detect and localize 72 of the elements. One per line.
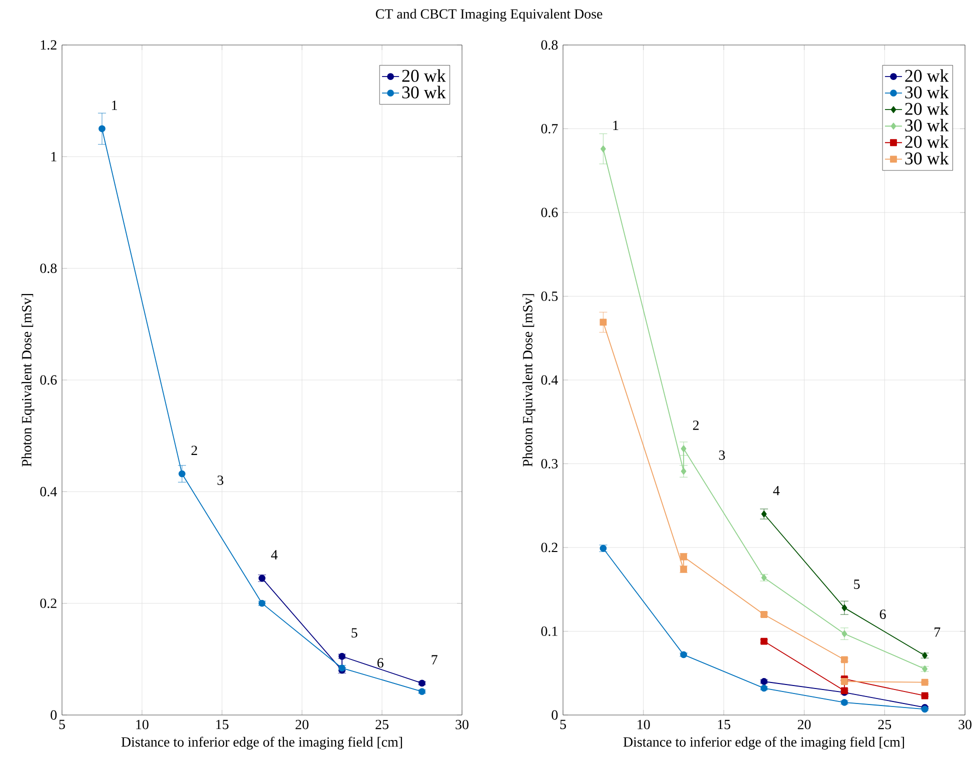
y-tick-label: 0 xyxy=(50,710,57,720)
x-tick-label: 30 xyxy=(958,720,972,730)
annotation: 7 xyxy=(432,655,438,664)
point xyxy=(760,678,768,685)
annotation: 6 xyxy=(880,610,886,619)
annotation: 3 xyxy=(719,450,725,460)
y-tick-label: 0 xyxy=(552,710,558,720)
point xyxy=(921,692,928,700)
annotation: 5 xyxy=(352,628,358,638)
point xyxy=(842,604,848,612)
annotation: 1 xyxy=(112,100,117,110)
x-tick-label: 15 xyxy=(216,720,228,730)
point xyxy=(418,680,426,687)
annotation: 4 xyxy=(271,550,278,560)
legend-label: 20 wk xyxy=(402,69,446,82)
y-tick-label: 0.2 xyxy=(40,598,56,608)
annotation: 1 xyxy=(613,120,618,130)
legend-label: 30 wk xyxy=(402,86,446,98)
y-tick-label: 0.7 xyxy=(541,124,558,134)
y-tick-label: 0.1 xyxy=(541,626,558,636)
y-axis-title: Photon Equivalent Dose [mSv] xyxy=(522,294,536,467)
y-tick-label: 0.4 xyxy=(541,375,558,385)
point xyxy=(178,470,186,478)
point xyxy=(840,698,848,706)
annotation: 5 xyxy=(854,580,860,589)
y-tick-label: 0.4 xyxy=(40,486,57,496)
annotation: 7 xyxy=(934,628,940,637)
legend-label: 30 wk xyxy=(905,118,949,132)
legend-label: 20 wk xyxy=(905,135,949,148)
x-tick-label: 25 xyxy=(376,720,388,730)
annotation: 2 xyxy=(693,420,699,430)
x-tick-label: 25 xyxy=(878,720,892,730)
legend-label: 30 wk xyxy=(905,152,949,164)
point xyxy=(98,125,106,132)
annotation: 4 xyxy=(773,486,780,496)
x-tick-label: 10 xyxy=(638,720,650,730)
y-tick-label: 1 xyxy=(51,152,56,162)
legend-label: 30 wk xyxy=(905,86,949,98)
point xyxy=(680,468,686,475)
x-tick-label: 10 xyxy=(136,720,148,730)
point xyxy=(840,656,848,664)
annotation: 6 xyxy=(377,658,384,668)
y-tick-label: 0.6 xyxy=(541,208,558,218)
annotation: 2 xyxy=(191,446,198,455)
x-tick-label: 5 xyxy=(560,720,566,730)
legend-label: 20 wk xyxy=(905,102,949,115)
point xyxy=(600,318,607,326)
point xyxy=(600,145,606,152)
point xyxy=(921,678,928,686)
x-tick-label: 20 xyxy=(798,720,811,730)
x-axis-title: Distance to inferior edge of the imaging field [cm] xyxy=(623,736,904,750)
point xyxy=(418,688,426,695)
y-tick-label: 0.8 xyxy=(40,264,57,274)
y-axis-title: Photon Equivalent Dose [mSv] xyxy=(22,294,34,467)
y-tick-label: 1.2 xyxy=(40,40,56,50)
legend-label: 20 wk xyxy=(905,69,949,82)
y-tick-label: 0.8 xyxy=(541,40,558,50)
chart-title: CT and CBCT Imaging Equivalent Dose xyxy=(376,8,602,22)
point xyxy=(842,630,848,638)
x-tick-label: 5 xyxy=(59,720,65,730)
point xyxy=(680,445,686,452)
x-tick-label: 20 xyxy=(296,720,308,730)
y-tick-label: 0.5 xyxy=(541,292,558,301)
point xyxy=(760,611,768,618)
x-tick-label: 15 xyxy=(718,720,730,730)
x-axis-title: Distance to inferior edge of the imaging field [cm] xyxy=(121,736,402,750)
y-tick-label: 0.2 xyxy=(541,542,558,552)
x-tick-label: 30 xyxy=(456,720,468,730)
y-tick-label: 0.3 xyxy=(541,459,558,468)
y-tick-label: 0.6 xyxy=(40,375,57,385)
point xyxy=(680,651,688,658)
annotation: 3 xyxy=(218,476,224,485)
